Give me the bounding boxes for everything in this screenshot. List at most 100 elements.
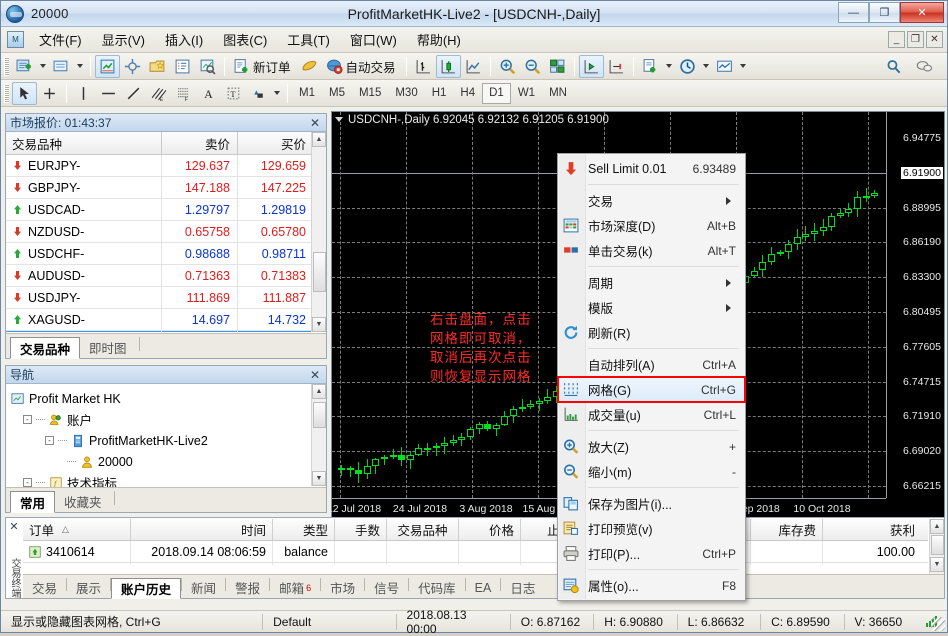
column-ask[interactable]: 买价 bbox=[238, 132, 314, 154]
menu-item-properties[interactable]: 属性(o)... F8 bbox=[558, 573, 745, 598]
menu-item-grid[interactable]: 网格(G) Ctrl+G bbox=[557, 376, 746, 403]
terminal-tab-market[interactable]: 市场 bbox=[330, 582, 356, 596]
timeframe-m5[interactable]: M5 bbox=[328, 87, 345, 99]
chart-shift-button[interactable] bbox=[604, 55, 629, 78]
market-watch-button[interactable] bbox=[95, 54, 120, 78]
column-symbol[interactable]: 交易品种 bbox=[6, 132, 162, 154]
status-profile[interactable]: Default bbox=[263, 613, 397, 630]
text-button[interactable]: A bbox=[196, 82, 221, 105]
candlestick-chart-button[interactable] bbox=[435, 54, 461, 78]
timeframe-h1[interactable]: H1 bbox=[431, 87, 447, 99]
quote-row[interactable]: EURJPY- 129.637 129.659 bbox=[6, 155, 326, 177]
terminal-tab-news[interactable]: 新闻 bbox=[191, 582, 217, 596]
timeframe-m15[interactable]: M15 bbox=[358, 87, 382, 99]
terminal-row[interactable]: 3410614 2018.09.14 08:06:59 balance 1241… bbox=[23, 541, 928, 563]
close-button[interactable]: ✕ bbox=[900, 2, 944, 23]
tree-node-indicators[interactable]: - f 技术指标 bbox=[11, 472, 311, 487]
zoom-out-button[interactable] bbox=[520, 55, 545, 78]
toolbar-grip[interactable] bbox=[4, 56, 9, 76]
terminal-tab-alerts[interactable]: 警报 bbox=[235, 582, 261, 596]
strategy-tester-button[interactable] bbox=[195, 55, 220, 78]
indicators-dropdown-icon[interactable] bbox=[665, 64, 672, 68]
quote-row[interactable]: USDCAD- 1.29797 1.29819 bbox=[6, 199, 326, 221]
menu-item-template[interactable]: 模版 bbox=[558, 295, 745, 320]
tab-symbols[interactable]: 交易品种 bbox=[10, 337, 81, 359]
shapes-dropdown-icon[interactable] bbox=[274, 91, 280, 95]
quote-row-selected[interactable]: XAUUSD- 1227.78 1228.26 bbox=[6, 331, 326, 332]
tree-expander-icon[interactable]: - bbox=[23, 415, 32, 424]
scroll-down-icon[interactable]: ▼ bbox=[930, 557, 944, 572]
terminal-tab-trade[interactable]: 交易 bbox=[32, 582, 58, 596]
menu-item-print-preview[interactable]: 打印预览(v) bbox=[558, 516, 745, 541]
bar-chart-button[interactable] bbox=[411, 55, 436, 78]
vertical-line-button[interactable] bbox=[71, 82, 96, 105]
shapes-button[interactable] bbox=[246, 82, 271, 105]
inner-minimize-button[interactable]: _ bbox=[888, 31, 905, 48]
tree-node-account[interactable]: 20000 bbox=[11, 451, 311, 472]
search-icon[interactable] bbox=[885, 58, 902, 75]
menu-item-view[interactable]: 显示(V) bbox=[101, 33, 145, 48]
terminal-tab-exposure[interactable]: 展示 bbox=[76, 582, 102, 596]
maximize-button[interactable]: ❐ bbox=[869, 2, 900, 23]
text-label-button[interactable]: T bbox=[221, 82, 246, 105]
menu-item-volumes[interactable]: 成交量(u) Ctrl+L bbox=[558, 402, 745, 427]
terminal-tab-experts[interactable]: EA bbox=[474, 580, 492, 595]
quote-row[interactable]: USDCHF- 0.98688 0.98711 bbox=[6, 243, 326, 265]
new-chart-dropdown-icon[interactable] bbox=[40, 64, 46, 68]
tree-node-root[interactable]: Profit Market HK bbox=[11, 388, 311, 409]
column-type[interactable]: 类型 bbox=[273, 519, 335, 540]
chart-menu-caret-icon[interactable] bbox=[335, 117, 343, 122]
auto-scroll-button[interactable] bbox=[578, 54, 604, 78]
timeframe-h4[interactable]: H4 bbox=[460, 87, 476, 99]
profiles-button[interactable] bbox=[49, 55, 74, 78]
quote-row[interactable]: NZDUSD- 0.65758 0.65780 bbox=[6, 221, 326, 243]
menu-item-window[interactable]: 窗口(W) bbox=[349, 33, 397, 48]
menu-item-refresh[interactable]: 刷新(R) bbox=[558, 320, 745, 345]
menu-item-one-click-trading[interactable]: 单击交易(k) Alt+T bbox=[558, 238, 745, 263]
indicators-button[interactable] bbox=[638, 55, 663, 78]
menu-item-tools[interactable]: 工具(T) bbox=[287, 33, 330, 48]
terminal-tab-journal[interactable]: 日志 bbox=[510, 582, 536, 596]
scroll-thumb[interactable] bbox=[931, 535, 944, 555]
scroll-up-icon[interactable]: ▲ bbox=[312, 132, 326, 147]
quote-row[interactable]: GBPJPY- 147.188 147.225 bbox=[6, 177, 326, 199]
terminal-tab-mailbox[interactable]: 邮箱 6 bbox=[279, 582, 312, 596]
menu-item-save-as-picture[interactable]: 保存为图片(i)... bbox=[558, 491, 745, 516]
scroll-thumb[interactable] bbox=[313, 252, 326, 292]
column-volume[interactable]: 手数 bbox=[335, 519, 387, 540]
menu-item-insert[interactable]: 插入(I) bbox=[164, 33, 204, 48]
column-price[interactable]: 价格 bbox=[459, 519, 521, 540]
tab-favorites[interactable]: 收藏夹 bbox=[64, 495, 102, 510]
tree-expander-icon[interactable]: - bbox=[23, 478, 32, 487]
resize-grip[interactable] bbox=[931, 617, 945, 631]
menu-item-sell-limit[interactable]: Sell Limit 0.01 6.93489 bbox=[558, 156, 745, 181]
quote-row[interactable]: XAGUSD- 14.697 14.732 bbox=[6, 309, 326, 331]
menu-item-zoom-out[interactable]: 缩小(m) - bbox=[558, 459, 745, 484]
equidistant-channel-button[interactable]: E bbox=[146, 82, 171, 105]
new-chart-button[interactable] bbox=[12, 55, 37, 78]
chart-context-menu[interactable]: Sell Limit 0.01 6.93489 交易 市场深度(D) Alt+B… bbox=[557, 153, 746, 601]
chat-icon[interactable] bbox=[916, 58, 933, 75]
scroll-thumb[interactable] bbox=[313, 402, 326, 428]
column-swap[interactable]: 库存费 bbox=[751, 519, 823, 540]
chart-price-axis[interactable]: 6.94775 6.91900 6.88995 6.86190 6.83300 6.804… bbox=[886, 112, 944, 498]
menu-item-charts[interactable]: 图表(C) bbox=[223, 33, 268, 48]
tree-node-server[interactable]: - ProfitMarketHK-Live2 bbox=[11, 430, 311, 451]
terminal-close-icon[interactable]: ✕ bbox=[9, 521, 19, 533]
market-watch-scrollbar[interactable]: ▲ ▼ bbox=[311, 132, 326, 332]
tile-windows-button[interactable] bbox=[545, 55, 570, 78]
menu-item-help[interactable]: 帮助(H) bbox=[416, 33, 461, 48]
periods-dropdown-icon[interactable] bbox=[702, 64, 709, 68]
new-order-button[interactable]: 新订单 bbox=[229, 55, 297, 78]
scroll-down-icon[interactable]: ▼ bbox=[312, 471, 326, 486]
profiles-dropdown-icon[interactable] bbox=[77, 64, 83, 68]
periods-button[interactable] bbox=[675, 55, 700, 78]
line-toolbar-grip[interactable] bbox=[4, 83, 9, 103]
metaeditor-button[interactable] bbox=[297, 55, 322, 78]
crosshair-tool-button[interactable] bbox=[37, 82, 62, 105]
menu-item-trade[interactable]: 交易 bbox=[558, 188, 745, 213]
column-profit[interactable]: 获利 bbox=[889, 524, 915, 538]
menu-item-file[interactable]: 文件(F) bbox=[39, 33, 82, 48]
column-symbol[interactable]: 交易品种 bbox=[387, 519, 459, 540]
timeframe-d1[interactable]: D1 bbox=[482, 82, 511, 104]
